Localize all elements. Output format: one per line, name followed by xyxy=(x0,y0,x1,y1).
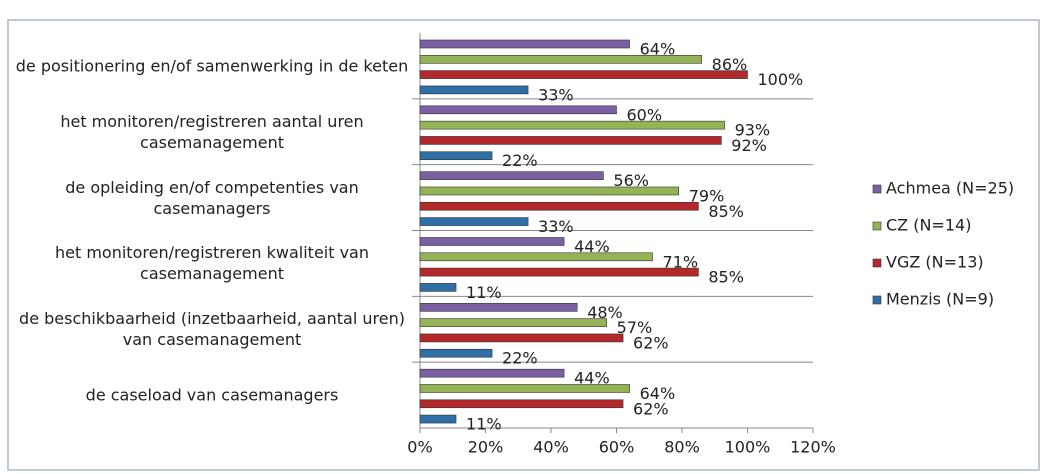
bar xyxy=(419,39,630,49)
value-label: 33% xyxy=(538,85,574,104)
category-label: de opleiding en/of competenties van case… xyxy=(65,177,359,218)
bar xyxy=(419,186,680,196)
value-label: 86% xyxy=(712,55,748,74)
value-label: 64% xyxy=(640,384,676,403)
value-label: 33% xyxy=(538,217,574,236)
value-label: 44% xyxy=(574,369,610,388)
bar xyxy=(419,348,493,358)
value-label: 62% xyxy=(633,333,669,352)
value-label: 85% xyxy=(708,268,744,287)
bar xyxy=(419,70,748,79)
bar xyxy=(419,318,607,327)
value-label: 93% xyxy=(735,121,771,140)
legend-label: CZ (N=14) xyxy=(886,216,971,235)
value-label: 11% xyxy=(466,415,502,434)
value-label: 64% xyxy=(640,40,676,59)
category-label: de beschikbaarheid (inzetbaarheid, aanta… xyxy=(19,309,405,350)
x-tick-label: 60% xyxy=(599,438,635,457)
bar xyxy=(419,237,565,246)
value-label: 71% xyxy=(663,252,699,271)
legend-swatch xyxy=(872,258,882,268)
value-label: 62% xyxy=(633,399,669,418)
bar xyxy=(419,201,699,211)
value-label: 22% xyxy=(502,151,538,170)
bar xyxy=(419,368,565,378)
x-tick-label: 100% xyxy=(725,438,771,457)
bar xyxy=(419,120,725,130)
x-tick-label: 120% xyxy=(790,438,836,457)
legend-swatch xyxy=(872,221,882,231)
bar xyxy=(419,136,722,145)
value-label: 56% xyxy=(613,171,649,190)
bar xyxy=(419,399,624,409)
bar xyxy=(419,252,653,262)
x-tick-label: 0% xyxy=(407,438,432,457)
x-tick-label: 20% xyxy=(468,438,504,457)
category-label: het monitoren/registreren aantal uren ca… xyxy=(60,111,364,152)
x-tick-label: 40% xyxy=(533,438,569,457)
value-label: 48% xyxy=(587,303,623,322)
bar xyxy=(419,333,624,343)
value-label: 22% xyxy=(502,349,538,368)
legend-label: VGZ (N=13) xyxy=(886,253,984,272)
bar xyxy=(419,105,617,115)
bar xyxy=(419,414,457,424)
category-label: de positionering en/of samenwerking in d… xyxy=(15,56,409,76)
bar xyxy=(419,171,604,180)
value-label: 92% xyxy=(731,136,767,155)
legend-label: Menzis (N=9) xyxy=(886,290,994,309)
category-label: de caseload van casemanagers xyxy=(85,385,339,405)
value-label: 85% xyxy=(708,202,744,221)
x-tick-label: 80% xyxy=(664,438,700,457)
legend-swatch xyxy=(872,184,882,194)
legend-label: Achmea (N=25) xyxy=(886,179,1014,198)
bar xyxy=(419,54,702,64)
value-label: 11% xyxy=(466,283,502,302)
legend-swatch xyxy=(872,295,882,305)
value-label: 79% xyxy=(689,186,725,205)
bar xyxy=(419,303,578,312)
bar xyxy=(419,217,529,226)
value-label: 44% xyxy=(574,237,610,256)
value-label: 100% xyxy=(758,70,804,89)
bar xyxy=(419,283,457,292)
bar xyxy=(419,151,493,161)
bar xyxy=(419,267,699,277)
value-label: 60% xyxy=(627,105,663,124)
bar xyxy=(419,85,529,95)
category-label: het monitoren/registreren kwaliteit van … xyxy=(55,243,369,284)
value-label: 57% xyxy=(617,318,653,337)
bar xyxy=(419,384,630,393)
